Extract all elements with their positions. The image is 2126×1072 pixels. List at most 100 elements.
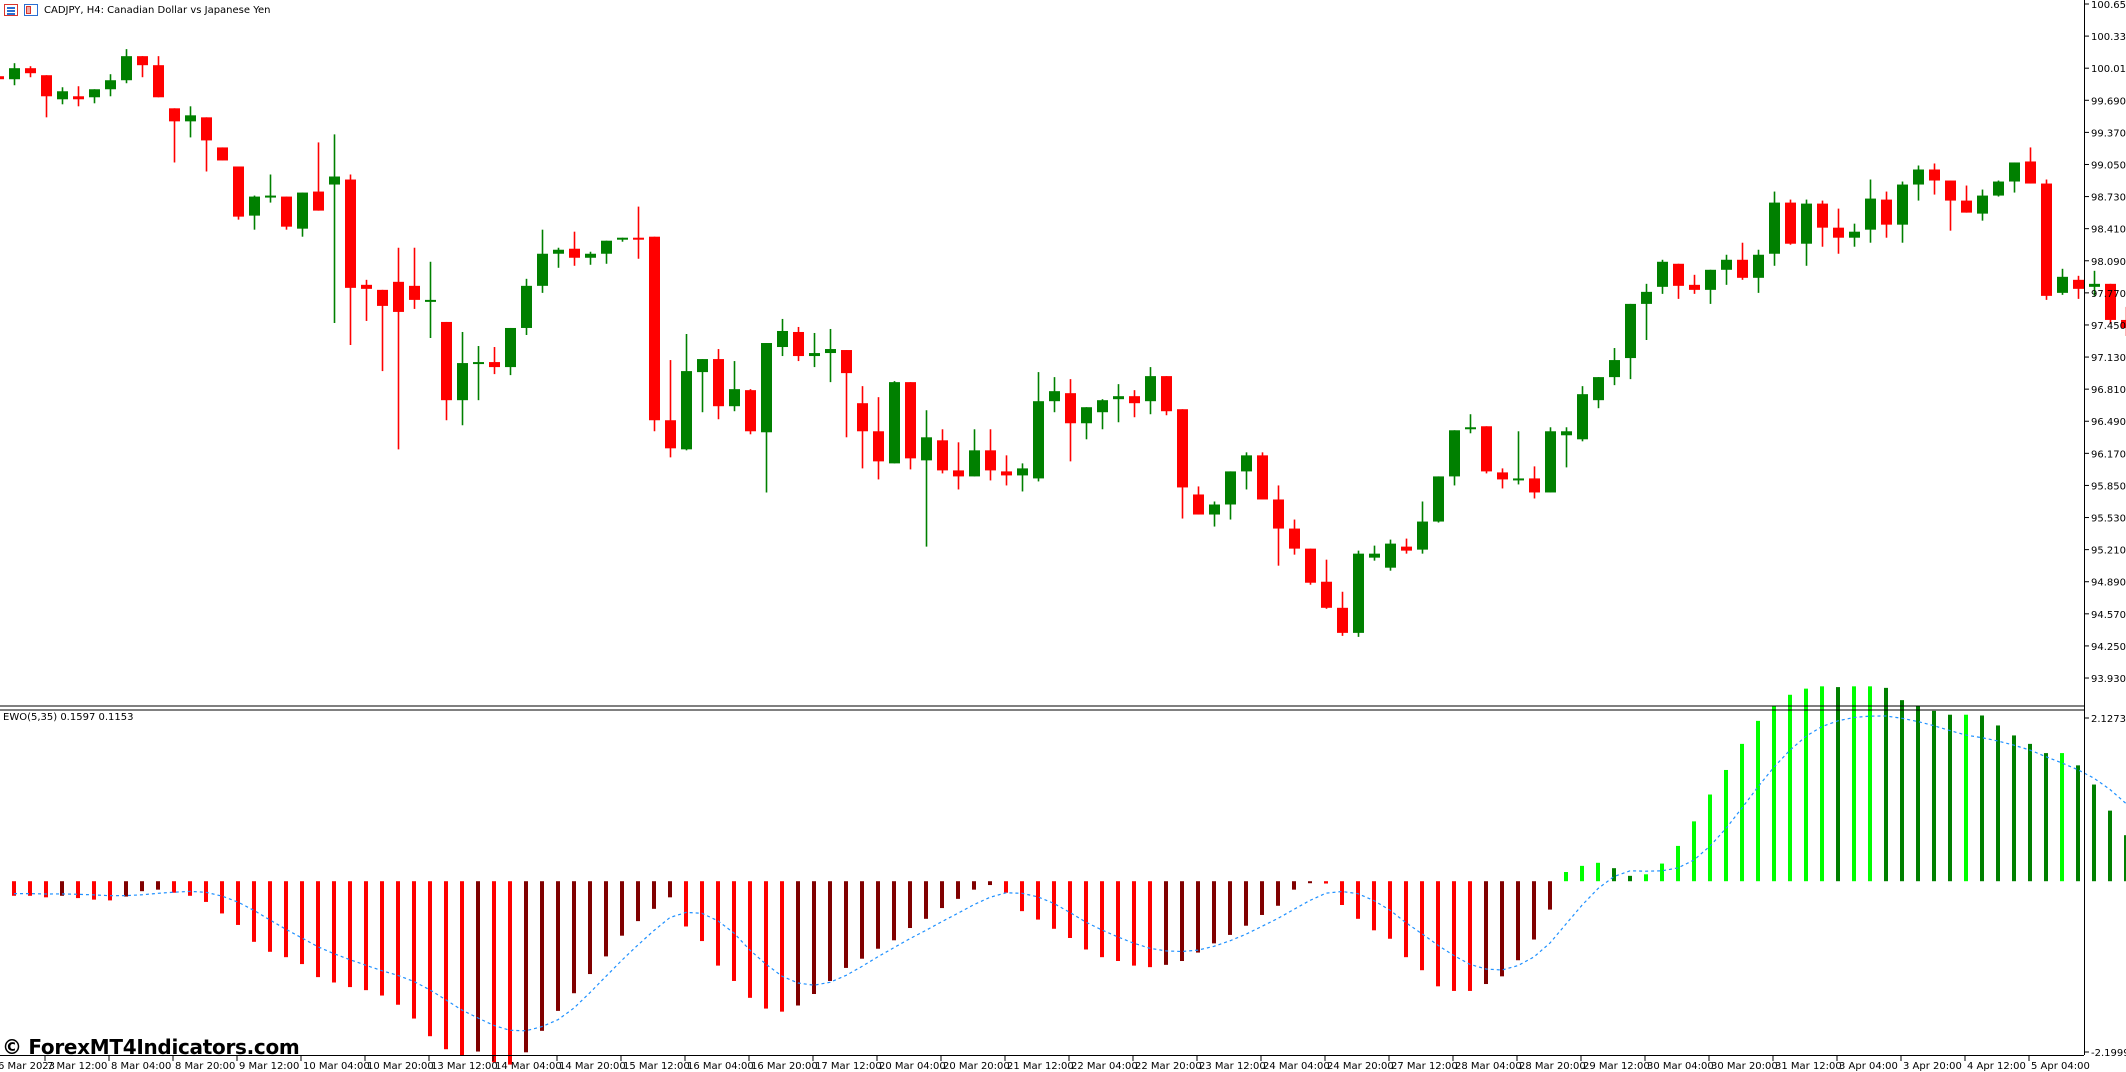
candle-body xyxy=(313,191,324,211)
candle-body xyxy=(905,382,916,459)
candle-body xyxy=(793,331,804,357)
indicator-tick-label: -2.1999 xyxy=(2091,1048,2126,1059)
candle-body xyxy=(2073,279,2084,289)
histogram-bar xyxy=(700,881,704,942)
candle-body xyxy=(889,382,900,464)
candle-body xyxy=(601,240,612,254)
candle-body xyxy=(1529,478,1540,493)
candle-body xyxy=(233,166,244,217)
histogram-bar xyxy=(60,881,64,896)
candle-body xyxy=(441,321,452,401)
candle-body xyxy=(185,115,196,122)
time-tick-label: 3 Apr 04:00 xyxy=(1839,1061,1898,1072)
histogram-bar xyxy=(1532,881,1536,940)
candle-body xyxy=(649,236,660,421)
histogram-bar xyxy=(252,881,256,942)
histogram-bar xyxy=(1820,686,1824,882)
histogram-bar xyxy=(412,881,416,1019)
histogram-bar xyxy=(1596,862,1600,882)
histogram-bar xyxy=(812,881,816,994)
list-icon[interactable] xyxy=(4,4,18,16)
histogram-bar xyxy=(1484,881,1488,985)
candle-body xyxy=(121,56,132,81)
histogram-bar xyxy=(988,881,992,886)
candle-body xyxy=(1769,202,1780,254)
time-tick-label: 8 Mar 04:00 xyxy=(111,1061,171,1072)
time-tick-label: 3 Apr 20:00 xyxy=(1903,1061,1962,1072)
histogram-bar xyxy=(572,881,576,994)
histogram-bar xyxy=(364,881,368,991)
histogram-bar xyxy=(636,881,640,922)
histogram-bar xyxy=(1196,881,1200,953)
time-tick-label: 21 Mar 12:00 xyxy=(1007,1061,1074,1072)
candle-body xyxy=(137,56,148,66)
time-tick-label: 16 Mar 04:00 xyxy=(687,1061,754,1072)
candle-body xyxy=(1513,478,1524,481)
candle-body xyxy=(969,450,980,477)
price-tick-label: 96.810 xyxy=(2091,385,2126,396)
time-tick-label: 20 Mar 04:00 xyxy=(879,1061,946,1072)
histogram-bar xyxy=(204,881,208,902)
window-icon[interactable] xyxy=(24,4,38,16)
time-tick-label: 28 Mar 20:00 xyxy=(1519,1061,1586,1072)
candle-body xyxy=(1081,407,1092,424)
histogram-bar xyxy=(1004,881,1008,893)
histogram-bar xyxy=(44,881,48,898)
histogram-bar xyxy=(1420,881,1424,971)
histogram-bar xyxy=(92,881,96,900)
candle-body xyxy=(1705,269,1716,290)
histogram-bar xyxy=(2060,753,2064,882)
candle-body xyxy=(1561,431,1572,436)
indicator-axis: 2.1273 -2.1999 xyxy=(2084,714,2126,1059)
candle-body xyxy=(2057,276,2068,293)
histogram-bar xyxy=(604,881,608,957)
histogram-bar xyxy=(924,881,928,919)
histogram-bar xyxy=(1084,881,1088,950)
histogram-bar xyxy=(1980,715,1984,882)
indicator-label: EWO(5,35) 0.1597 0.1153 xyxy=(3,712,134,723)
candle-body xyxy=(1433,476,1444,522)
candle-body xyxy=(521,285,532,328)
candle-body xyxy=(409,285,420,300)
candle-body xyxy=(729,389,740,407)
price-tick-label: 100.650 xyxy=(2091,0,2126,11)
chart-title-bar: CADJPY, H4: Canadian Dollar vs Japanese … xyxy=(4,2,270,18)
watermark: © ForexMT4Indicators.com xyxy=(2,1035,300,1059)
candle-body xyxy=(2105,283,2116,320)
candle-body xyxy=(345,179,356,288)
histogram-bar xyxy=(652,881,656,909)
candle-body xyxy=(985,450,996,471)
candle-body xyxy=(1033,401,1044,479)
time-tick-label: 20 Mar 20:00 xyxy=(943,1061,1010,1072)
time-tick-label: 29 Mar 12:00 xyxy=(1583,1061,1650,1072)
candle-body xyxy=(1689,284,1700,290)
histogram-bar xyxy=(860,881,864,959)
histogram-bar xyxy=(1148,881,1152,968)
candle-body xyxy=(1609,360,1620,378)
price-tick-label: 94.570 xyxy=(2091,610,2126,621)
histogram-bar xyxy=(1852,686,1856,882)
histogram-bar xyxy=(796,881,800,1006)
histogram-bar xyxy=(908,881,912,929)
histogram-bar xyxy=(508,881,512,1065)
histogram-bar xyxy=(1452,881,1456,991)
candle-body xyxy=(1193,494,1204,515)
candle-body xyxy=(89,89,100,98)
candle-body xyxy=(2041,183,2052,296)
histogram-bar xyxy=(1516,881,1520,961)
price-axis[interactable]: 100.650 100.330 100.010 99.690 99.370 99.050 9… xyxy=(2084,0,2126,685)
price-tick-label: 99.050 xyxy=(2091,160,2126,171)
candle-body xyxy=(489,362,500,368)
time-tick-label: 14 Mar 04:00 xyxy=(495,1061,562,1072)
histogram-bar xyxy=(1788,694,1792,882)
candle-body xyxy=(1417,521,1428,550)
histogram-bar xyxy=(124,881,128,897)
histogram-bar xyxy=(732,881,736,981)
candle-body xyxy=(1049,391,1060,402)
histogram-bar xyxy=(1164,881,1168,965)
candle-body xyxy=(169,108,180,122)
histogram-bar xyxy=(1276,881,1280,906)
candle-body xyxy=(681,371,692,450)
